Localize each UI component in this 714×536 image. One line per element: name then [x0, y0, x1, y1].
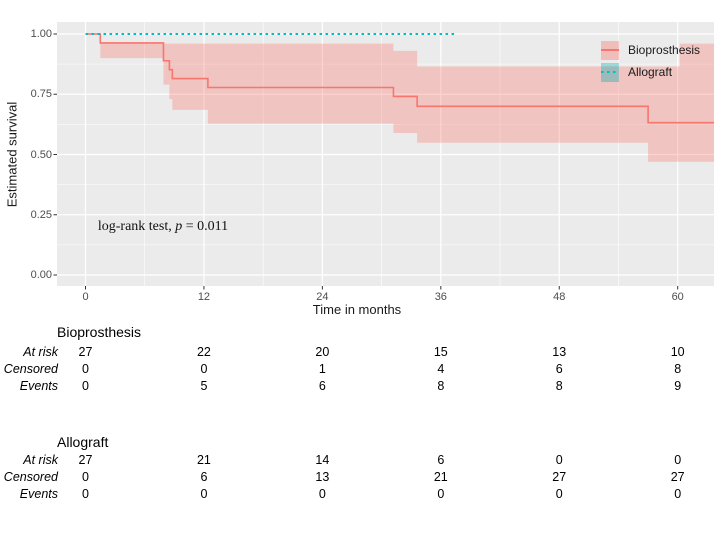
risk-cell: 8 [555, 379, 563, 393]
x-tick-label: 48 [553, 291, 566, 303]
legend-item-allograft: Allograft [601, 61, 700, 83]
risk-cell: 0 [555, 453, 563, 467]
risk-cell: 8 [437, 379, 445, 393]
legend-label-bioprosthesis: Bioprosthesis [628, 43, 701, 57]
risk-cell: 4 [437, 362, 445, 376]
risk-cell: 6 [437, 453, 445, 467]
bioprosthesis-key-swatch [601, 40, 619, 60]
y-tick-label: 0.25 [30, 208, 52, 221]
risk-cell: 20 [315, 345, 330, 359]
x-axis-title: Time in months [312, 302, 402, 317]
dotted-line-icon [601, 71, 619, 73]
risk-cell: 21 [196, 453, 211, 467]
logrank-annotation: log-rank test, p = 0.011 [88, 219, 238, 235]
risk-cell: 22 [196, 345, 211, 359]
risk-cell: 5 [200, 379, 208, 393]
x-tick-label: 24 [316, 291, 329, 303]
x-tick-label: 12 [197, 291, 211, 303]
risk-row-label: At risk [23, 345, 58, 359]
y-tick-label: 1.00 [30, 28, 52, 40]
y-tick-label: 0.75 [30, 88, 52, 101]
risk-cell: 0 [674, 453, 682, 467]
risk-cell: 15 [433, 345, 448, 359]
risk-cell: 1 [318, 362, 326, 376]
legend-label-allograft: Allograft [628, 65, 673, 79]
risk-cell: 21 [433, 470, 448, 484]
risk-cell: 13 [315, 470, 330, 484]
risk-cell: 27 [78, 345, 93, 359]
risk-cell: 0 [82, 379, 89, 393]
survival-plot [53, 22, 714, 290]
risk-cell: 27 [552, 470, 567, 484]
risk-cell: 0 [82, 487, 89, 501]
risk-row-label: Events [19, 379, 58, 393]
risk-row-label: Censored [3, 362, 58, 376]
annotation-prefix: log-rank test, [97, 219, 176, 234]
bioprosthesis-survival-line [85, 33, 714, 124]
risk-row-label: At risk [23, 453, 58, 467]
x-tick-label: 0 [82, 291, 89, 303]
risk-cell: 0 [318, 487, 326, 501]
risk-row-label: Events [19, 487, 58, 501]
risk-cell: 6 [200, 470, 208, 484]
risk-cell: 0 [555, 487, 563, 501]
risk-cell: 0 [82, 470, 89, 484]
risk-cell: 8 [674, 362, 682, 376]
allograft-key-swatch [601, 62, 619, 82]
y-tick-label: 0.00 [30, 269, 52, 281]
risk-cell: 27 [670, 470, 685, 484]
annotation-p-symbol: p [175, 219, 183, 234]
risk-cell: 9 [674, 379, 682, 393]
plot-legend: Bioprosthesis Allograft [601, 39, 700, 83]
risk-cell: 27 [78, 453, 93, 467]
risk-cell: 0 [437, 487, 445, 501]
y-tick-label: 0.50 [30, 148, 52, 161]
annotation-value: = 0.011 [182, 219, 229, 234]
solid-line-icon [601, 49, 619, 51]
risk-cell: 0 [674, 487, 682, 501]
risk-cell: 6 [555, 362, 563, 376]
risk-cell: 6 [318, 379, 326, 393]
risk-cell: 0 [200, 362, 208, 376]
risk-group-title: Bioprosthesis [57, 324, 142, 340]
risk-cell: 0 [82, 362, 89, 376]
risk-cell: 13 [552, 345, 567, 359]
risk-cell: 14 [315, 453, 330, 467]
x-tick-label: 36 [434, 291, 447, 303]
risk-cell: 0 [200, 487, 208, 501]
risk-cell: 10 [670, 345, 685, 359]
legend-item-bioprosthesis: Bioprosthesis [601, 39, 700, 61]
risk-group-title: Allograft [57, 434, 109, 450]
risk-row-label: Censored [3, 470, 58, 484]
bioprosthesis-confidence-ribbon [100, 42, 714, 162]
x-tick-label: 60 [671, 291, 684, 303]
